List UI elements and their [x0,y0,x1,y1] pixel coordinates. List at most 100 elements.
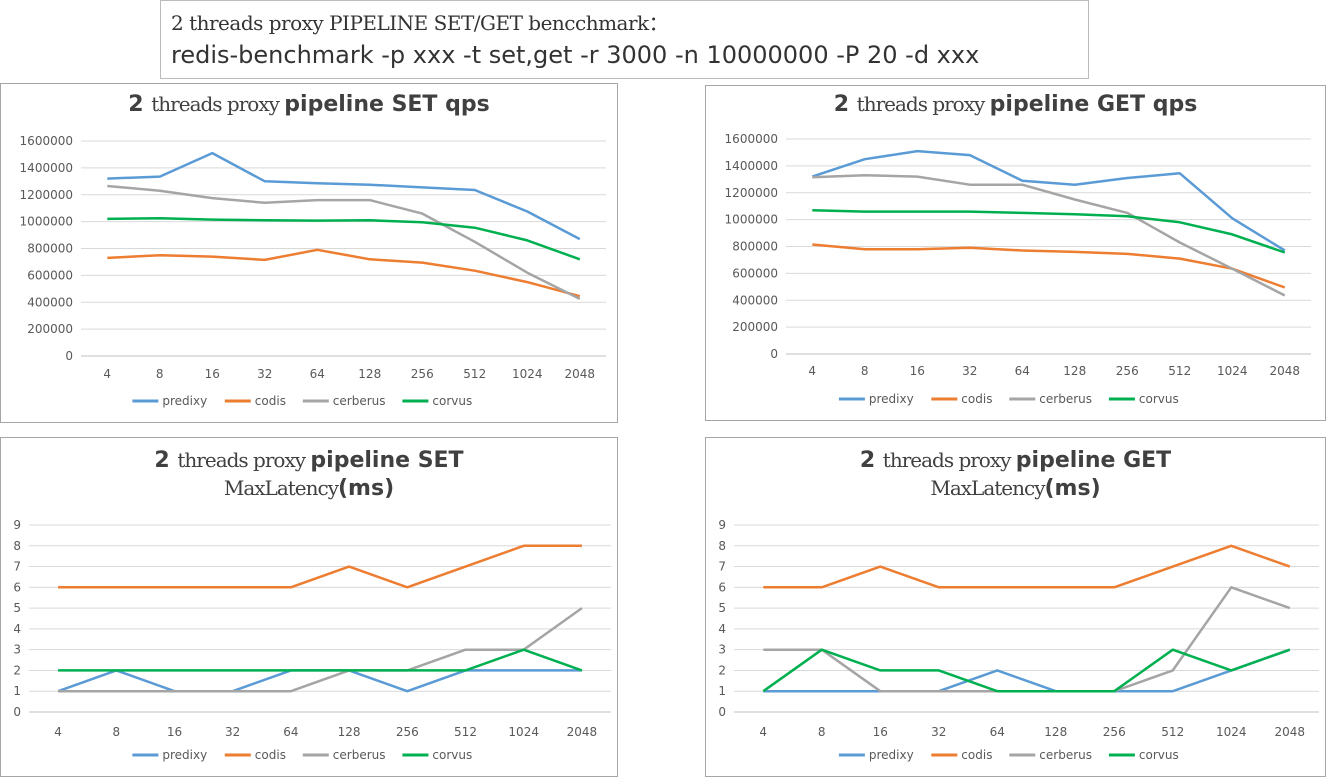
benchmark-header: 2 threads proxy PIPELINE SET/GET bencchm… [160,0,1089,79]
series-line-codis [812,243,1286,289]
series-line-predixy [107,151,581,241]
y-tick-label: 1600000 [725,132,778,146]
chart-set-maxlatency: 2 threads proxy pipeline SET MaxLatency(m… [0,437,618,777]
y-tick-label: 3 [13,643,21,657]
chart-get-qps: 2 threads proxy pipeline GET qps 0 200000 4… [705,85,1326,421]
x-tick-label: 8 [861,364,869,378]
y-tick-label: 3 [718,643,726,657]
series-line-corvus [58,648,583,672]
x-tick-label: 1024 [512,367,543,381]
x-tick-label: 16 [205,367,220,381]
y-tick-label: 1200000 [725,186,778,200]
chart-set-qps: 2 threads proxy pipeline SET qps 0 200000 4… [0,83,618,423]
y-tick-label: 0 [718,705,726,719]
legend-item-cerberus: cerberus [1009,392,1092,406]
x-tick-label: 64 [990,725,1005,739]
x-tick-label: 256 [411,367,434,381]
series-line-corvus [762,648,1291,693]
legend-item-corvus: corvus [1108,748,1179,762]
chart-title-part: threads proxy [856,92,990,116]
x-tick-label: 2048 [1269,364,1300,378]
x-tick-label: 2048 [567,725,598,739]
y-tick-label: 1200000 [20,188,73,202]
x-tick-label: 1024 [508,725,539,739]
chart-title-part: (ms) [338,476,395,501]
legend-label: corvus [1139,748,1179,762]
x-tick-label: 8 [818,725,826,739]
x-tick-label: 32 [931,725,946,739]
chart-title-line: 2 threads proxy pipeline SET qps [1,92,617,117]
y-tick-label: 4 [13,622,21,636]
chart-plot: 0 1 2 3 4 5 6 7 8 9 4 8 16 32 64 128 256 512 1024 2048 predi… [13,518,611,762]
y-tick-label: 200000 [732,320,778,334]
y-tick-label: 8 [718,539,726,553]
legend-label: codis [961,748,992,762]
x-tick-label: 128 [1044,725,1067,739]
legend-item-codis: codis [224,394,286,408]
x-tick-label: 16 [910,364,925,378]
x-tick-label: 128 [338,725,361,739]
y-tick-label: 600000 [27,268,73,282]
legend-item-corvus: corvus [402,748,472,762]
legend-item-codis: codis [224,748,286,762]
x-tick-label: 8 [112,725,120,739]
chart-title-part: 2 [154,448,178,473]
chart-title-line: 2 threads proxy pipeline GET [706,448,1325,473]
legend-item-codis: codis [931,392,992,406]
chart-title-part: (ms) [1044,476,1101,501]
y-tick-label: 600000 [732,266,778,280]
series-line-codis [763,544,1291,589]
y-tick-label: 1 [13,684,21,698]
y-tick-label: 7 [13,560,21,574]
chart-title-line: 2 threads proxy pipeline GET qps [706,92,1325,117]
legend-item-corvus: corvus [402,394,472,408]
chart-title-part: 2 [833,92,857,117]
chart-plot: 0 1 2 3 4 5 6 7 8 9 4 8 16 32 64 128 256 512 1024 2048 predi… [718,518,1319,762]
chart-title-line: MaxLatency(ms) [1,476,617,501]
x-tick-label: 64 [1015,364,1030,378]
legend-item-predixy: predixy [838,748,914,762]
x-tick-label: 256 [1116,364,1139,378]
legend-item-cerberus: cerberus [302,748,386,762]
x-tick-label: 128 [358,367,381,381]
legend-label: corvus [432,394,472,408]
chart-title-part: MaxLatency [223,476,339,500]
legend-label: corvus [432,748,472,762]
series-line-predixy [811,149,1286,252]
x-tick-label: 32 [225,725,240,739]
y-tick-label: 1600000 [20,134,73,148]
legend-label: codis [255,748,286,762]
series-line-cerberus [58,607,583,693]
chart-title-part: threads proxy [151,92,285,116]
legend-label: codis [961,392,992,406]
x-tick-label: 64 [283,725,298,739]
legend-item-codis: codis [931,748,992,762]
legend-label: predixy [162,394,207,408]
y-tick-label: 800000 [27,242,73,256]
y-tick-label: 2 [13,663,21,677]
legend-item-cerberus: cerberus [302,394,386,408]
y-tick-label: 0 [65,349,73,363]
x-tick-label: 64 [310,367,325,381]
chart-plot: 0 200000 400000 600000 800000 1000000 1200000 1… [20,134,606,408]
header-command: redis-benchmark -p xxx -t set,get -r 300… [171,41,980,69]
series-line-codis [58,544,582,589]
x-tick-label: 256 [396,725,419,739]
chart-title-part: pipeline GET [1015,448,1172,473]
x-tick-label: 2048 [1274,725,1305,739]
legend-label: predixy [162,748,207,762]
y-tick-label: 7 [718,560,726,574]
series-line-codis [107,248,581,298]
y-tick-label: 1400000 [20,161,73,175]
chart-title-part: 2 [859,448,883,473]
chart-title-part: threads proxy [177,448,311,472]
legend-item-predixy: predixy [132,394,207,408]
y-tick-label: 200000 [27,322,73,336]
y-tick-label: 4 [718,622,726,636]
series-line-cerberus [763,586,1291,693]
series-line-predixy [763,648,1291,693]
legend-label: cerberus [333,394,386,408]
chart-title-part: pipeline GET qps [989,92,1198,117]
series-line-corvus [107,217,581,261]
x-tick-label: 256 [1103,725,1126,739]
